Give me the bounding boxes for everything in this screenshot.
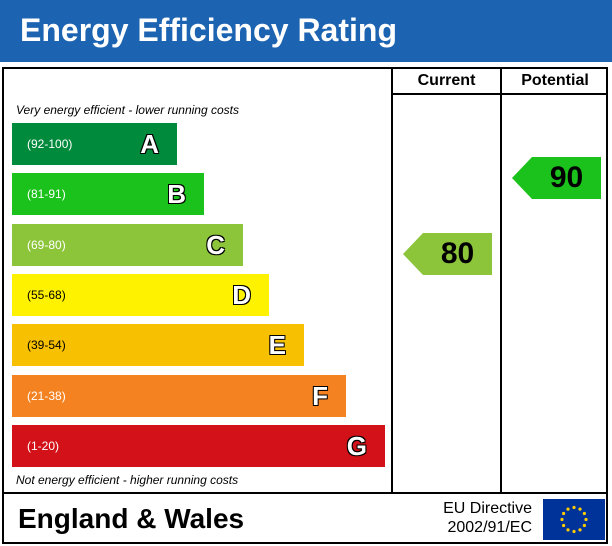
rating-band-letter: A bbox=[140, 129, 159, 159]
current-rating-arrow-shape bbox=[403, 233, 492, 275]
eu-flag-icon bbox=[543, 499, 605, 540]
directive-line-1: EU Directive bbox=[443, 500, 532, 517]
directive-line-2: 2002/91/EC bbox=[447, 519, 532, 536]
potential-rating-value: 90 bbox=[549, 161, 584, 194]
page-title: Energy Efficiency Rating bbox=[20, 12, 397, 48]
column-divider-current bbox=[391, 67, 393, 494]
potential-rating-arrow-shape bbox=[512, 157, 601, 199]
eu-star-icon bbox=[582, 523, 586, 528]
eu-star-icon bbox=[578, 528, 582, 532]
eu-star-icon bbox=[566, 528, 570, 532]
rating-band-f: (21-38) F bbox=[12, 375, 346, 417]
column-header-divider bbox=[391, 93, 608, 95]
rating-band-g: (1-20) G bbox=[12, 425, 385, 467]
footer-divider bbox=[2, 492, 608, 494]
rating-band-letter: C bbox=[206, 230, 225, 260]
eu-star-icon bbox=[582, 511, 586, 516]
eu-star-icon bbox=[578, 507, 582, 511]
rating-band-d: (55-68) D bbox=[12, 274, 269, 316]
header-banner: Energy Efficiency Rating bbox=[0, 0, 612, 62]
rating-band-range: (1-20) bbox=[27, 439, 60, 453]
eu-star-icon bbox=[562, 511, 566, 516]
rating-band-range: (69-80) bbox=[27, 238, 66, 252]
rating-band-range: (55-68) bbox=[27, 288, 66, 302]
eu-star-icon bbox=[566, 507, 570, 511]
rating-band-e: (39-54) E bbox=[12, 324, 304, 366]
eu-star-icon bbox=[584, 517, 588, 522]
rating-band-letter: E bbox=[268, 330, 286, 360]
current-rating-value: 80 bbox=[440, 237, 475, 270]
region-label: England & Wales bbox=[18, 503, 245, 534]
rating-band-letter: B bbox=[167, 179, 186, 209]
eu-star-icon bbox=[562, 523, 566, 528]
rating-band-letter: D bbox=[232, 280, 251, 310]
eu-star-icon bbox=[572, 529, 576, 534]
rating-band-c: (69-80) C bbox=[12, 224, 243, 266]
rating-frame bbox=[2, 67, 608, 544]
rating-band-a: (92-100) A bbox=[12, 123, 177, 165]
potential-rating-arrow: 90 bbox=[512, 157, 601, 199]
rating-band-range: (81-91) bbox=[27, 187, 66, 201]
rating-band-range: (39-54) bbox=[27, 338, 66, 352]
column-divider-potential bbox=[500, 67, 502, 494]
rating-band-b: (81-91) B bbox=[12, 173, 204, 215]
rating-band-range: (92-100) bbox=[27, 137, 73, 151]
caption-top: Very energy efficient - lower running co… bbox=[16, 103, 239, 117]
eu-star-icon bbox=[572, 505, 576, 510]
rating-band-letter: F bbox=[312, 381, 328, 411]
column-header-current: Current bbox=[417, 72, 476, 89]
rating-band-range: (21-38) bbox=[27, 389, 66, 403]
current-rating-arrow: 80 bbox=[403, 233, 492, 275]
rating-band-letter: G bbox=[346, 431, 367, 461]
eu-star-icon bbox=[560, 517, 564, 522]
column-header-potential: Potential bbox=[521, 72, 589, 89]
caption-bottom: Not energy efficient - higher running co… bbox=[16, 473, 239, 487]
